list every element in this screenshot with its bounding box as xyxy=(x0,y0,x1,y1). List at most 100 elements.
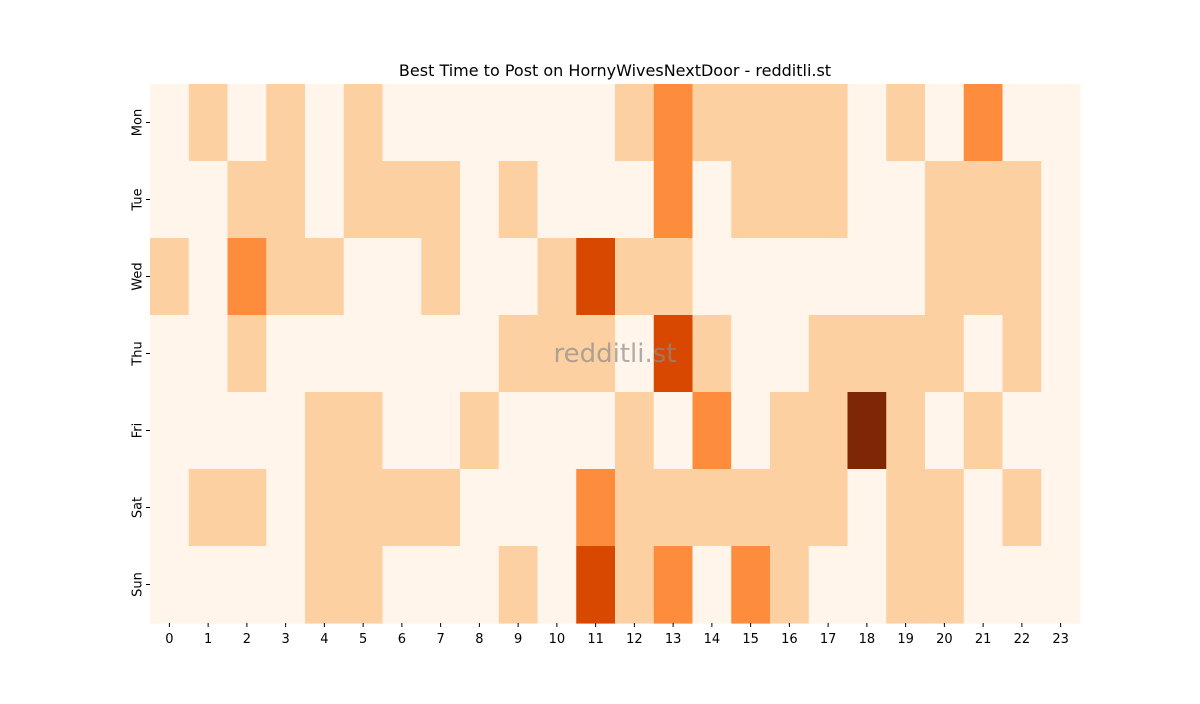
heatmap-cell-fri-3 xyxy=(266,392,306,470)
heatmap-cell-mon-16 xyxy=(770,84,810,162)
heatmap-cell-thu-11 xyxy=(576,315,616,393)
heatmap-cell-sat-4 xyxy=(305,469,345,547)
heatmap-cell-fri-1 xyxy=(188,392,229,470)
x-tick-label-6: 6 xyxy=(398,632,406,647)
x-tick-label-5: 5 xyxy=(359,632,367,647)
heatmap-cell-sun-23 xyxy=(1041,546,1081,624)
x-tick-label-15: 15 xyxy=(742,632,759,647)
heatmap-cell-fri-5 xyxy=(343,392,384,470)
heatmap-cell-sun-11 xyxy=(576,546,616,624)
heatmap-cell-sat-1 xyxy=(188,469,229,547)
x-tick-label-22: 22 xyxy=(1014,632,1031,647)
heatmap-cell-fri-20 xyxy=(925,392,965,470)
x-tick-label-10: 10 xyxy=(549,632,566,647)
heatmap-cell-thu-21 xyxy=(963,315,1004,393)
heatmap-cell-thu-16 xyxy=(770,315,810,393)
x-tick-label-19: 19 xyxy=(897,632,914,647)
heatmap-cell-fri-7 xyxy=(421,392,461,470)
heatmap-cell-sat-5 xyxy=(343,469,384,547)
heatmap-cell-sat-12 xyxy=(615,469,655,547)
heatmap-cell-mon-19 xyxy=(886,84,926,162)
x-tick-label-20: 20 xyxy=(936,632,953,647)
heatmap-cell-fri-6 xyxy=(382,392,422,470)
heatmap-cell-mon-15 xyxy=(731,84,771,162)
heatmap-cell-sat-19 xyxy=(886,469,926,547)
heatmap-cell-thu-9 xyxy=(498,315,539,393)
heatmap-cell-thu-13 xyxy=(653,315,694,393)
heatmap-cell-wed-9 xyxy=(498,238,539,316)
heatmap-cell-tue-7 xyxy=(421,161,461,239)
heatmap-cell-thu-20 xyxy=(925,315,965,393)
heatmap-cell-sun-5 xyxy=(343,546,384,624)
heatmap-cell-sun-9 xyxy=(498,546,539,624)
heatmap-cell-mon-6 xyxy=(382,84,422,162)
heatmap-cell-sun-2 xyxy=(227,546,267,624)
heatmap-cell-tue-6 xyxy=(382,161,422,239)
heatmap-cell-sun-20 xyxy=(925,546,965,624)
heatmap-cell-sun-16 xyxy=(770,546,810,624)
heatmap-cell-thu-19 xyxy=(886,315,926,393)
x-tick-label-21: 21 xyxy=(975,632,992,647)
heatmap-cell-fri-10 xyxy=(537,392,577,470)
heatmap-cell-sat-9 xyxy=(498,469,539,547)
heatmap-cell-fri-11 xyxy=(576,392,616,470)
heatmap-cell-sat-2 xyxy=(227,469,267,547)
heatmap-cell-mon-13 xyxy=(653,84,694,162)
y-tick-label-sun: Sun xyxy=(131,572,146,597)
heatmap-cell-wed-22 xyxy=(1002,238,1042,316)
heatmap-cell-wed-8 xyxy=(460,238,500,316)
heatmap-cell-sat-10 xyxy=(537,469,577,547)
heatmap-cell-wed-0 xyxy=(150,238,190,316)
heatmap-cell-sun-14 xyxy=(692,546,732,624)
x-tick-label-0: 0 xyxy=(165,632,173,647)
heatmap-cell-sun-3 xyxy=(266,546,306,624)
heatmap-cell-wed-7 xyxy=(421,238,461,316)
heatmap-cell-tue-0 xyxy=(150,161,190,239)
heatmap-cell-tue-14 xyxy=(692,161,732,239)
heatmap-cell-sat-22 xyxy=(1002,469,1042,547)
x-tick-label-23: 23 xyxy=(1052,632,1069,647)
heatmap-cell-sun-13 xyxy=(653,546,694,624)
heatmap-cell-fri-9 xyxy=(498,392,539,470)
x-tick-label-2: 2 xyxy=(243,632,251,647)
heatmap-cell-sun-6 xyxy=(382,546,422,624)
y-tick-label-tue: Tue xyxy=(131,188,146,211)
heatmap-cell-mon-3 xyxy=(266,84,306,162)
heatmap-cell-tue-12 xyxy=(615,161,655,239)
heatmap-cell-thu-10 xyxy=(537,315,577,393)
heatmap-cell-sat-8 xyxy=(460,469,500,547)
heatmap-cell-wed-14 xyxy=(692,238,732,316)
heatmap-cell-tue-15 xyxy=(731,161,771,239)
heatmap-cell-mon-10 xyxy=(537,84,577,162)
heatmap-cell-tue-3 xyxy=(266,161,306,239)
heatmap-cell-mon-17 xyxy=(808,84,849,162)
heatmap-cell-sat-6 xyxy=(382,469,422,547)
heatmap-cell-thu-1 xyxy=(188,315,229,393)
heatmap-cell-wed-6 xyxy=(382,238,422,316)
x-tick-label-7: 7 xyxy=(436,632,444,647)
heatmap-cell-fri-13 xyxy=(653,392,694,470)
heatmap-cell-tue-2 xyxy=(227,161,267,239)
y-tick-label-thu: Thu xyxy=(131,341,146,366)
heatmap-cell-fri-14 xyxy=(692,392,732,470)
heatmap-cell-sun-21 xyxy=(963,546,1004,624)
heatmap-cell-tue-21 xyxy=(963,161,1004,239)
heatmap-cell-tue-18 xyxy=(847,161,887,239)
x-tick-label-13: 13 xyxy=(665,632,682,647)
heatmap-cell-mon-4 xyxy=(305,84,345,162)
heatmap-cell-sat-14 xyxy=(692,469,732,547)
heatmap-cell-fri-15 xyxy=(731,392,771,470)
heatmap-cell-wed-15 xyxy=(731,238,771,316)
heatmap-cell-fri-4 xyxy=(305,392,345,470)
x-tick-label-8: 8 xyxy=(475,632,483,647)
heatmap-cell-sun-12 xyxy=(615,546,655,624)
heatmap-cell-thu-14 xyxy=(692,315,732,393)
heatmap-cell-sun-17 xyxy=(808,546,849,624)
heatmap-cell-sun-8 xyxy=(460,546,500,624)
heatmap-cell-sat-17 xyxy=(808,469,849,547)
heatmap-cell-fri-8 xyxy=(460,392,500,470)
heatmap-cell-sat-16 xyxy=(770,469,810,547)
heatmap-cell-tue-19 xyxy=(886,161,926,239)
x-tick-label-4: 4 xyxy=(320,632,328,647)
heatmap-cell-tue-20 xyxy=(925,161,965,239)
